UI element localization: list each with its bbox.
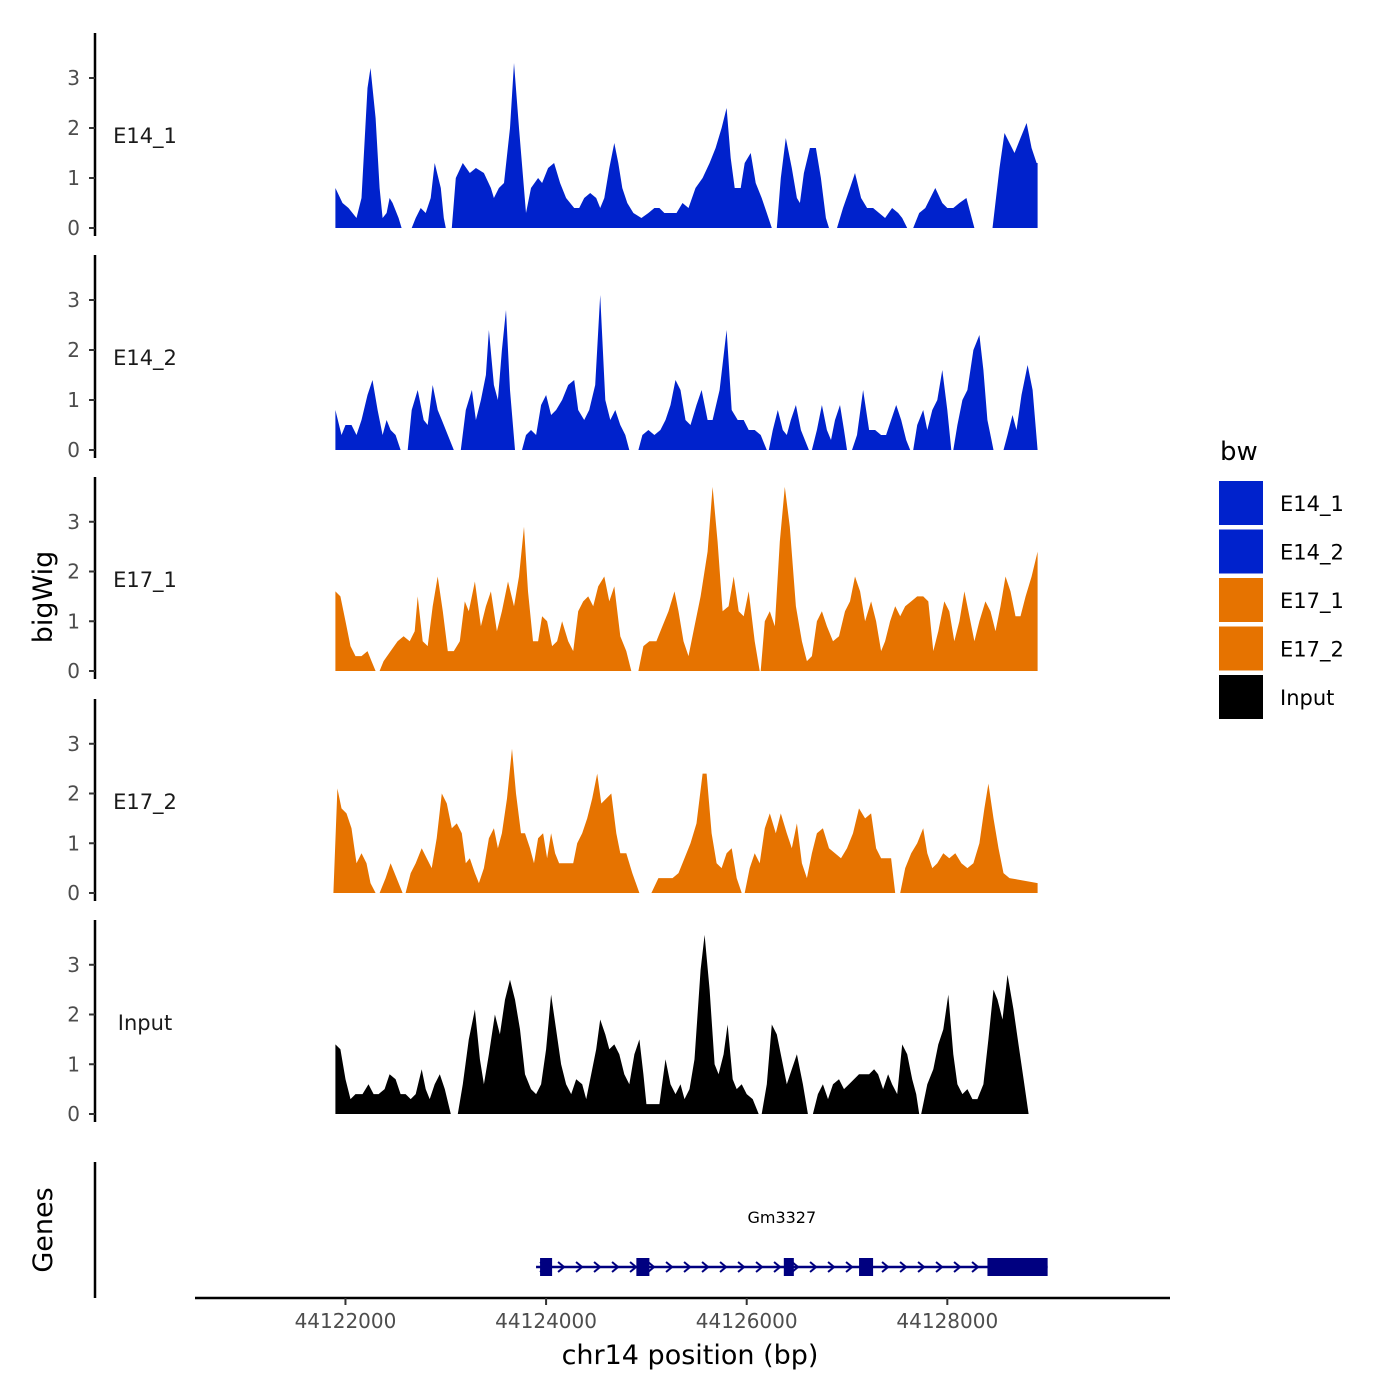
- strand-arrow: [593, 1261, 602, 1273]
- legend-label: E14_1: [1280, 492, 1344, 517]
- y-tick-label: 1: [67, 831, 80, 855]
- x-axis-title: chr14 position (bp): [562, 1340, 819, 1371]
- strand-arrow: [629, 1261, 638, 1273]
- gene-exon: [636, 1258, 650, 1276]
- y-tick-label: 1: [67, 1052, 80, 1076]
- track-e14-2: 0 1 2 3 E14_2: [67, 255, 1038, 462]
- gene-exon: [859, 1258, 874, 1276]
- strand-arrow: [683, 1261, 692, 1273]
- strand-arrow: [701, 1261, 710, 1273]
- y-tick-label: 3: [67, 953, 80, 977]
- strand-arrow: [611, 1261, 620, 1273]
- track-input: 0 1 2 3 Input: [67, 920, 1029, 1126]
- gene-exon: [987, 1258, 1048, 1276]
- y-tick-label: 2: [67, 560, 80, 584]
- legend-swatch-input: [1219, 675, 1263, 719]
- x-tick-label: 44122000: [295, 1309, 397, 1333]
- strand-arrow: [809, 1261, 818, 1273]
- legend: bw E14_1 E14_2 E17_1 E17_2 Input: [1219, 437, 1344, 719]
- y-tick-label: 1: [67, 388, 80, 412]
- legend-label: E17_2: [1280, 638, 1344, 663]
- y-tick-label: 3: [67, 288, 80, 312]
- legend-swatch-e17-2: [1219, 626, 1263, 671]
- track-e17-1: 0 1 2 3 E17_1: [67, 477, 1038, 683]
- track-label: E17_2: [113, 790, 177, 815]
- track-label: E17_1: [113, 568, 177, 593]
- gene-exon: [540, 1258, 553, 1276]
- track-e17-2: 0 1 2 3 E17_2: [67, 699, 1038, 905]
- coverage-area: [335, 295, 1038, 450]
- x-axis: 44122000 44124000 44126000 44128000: [195, 1296, 1170, 1333]
- track-label: E14_1: [113, 124, 177, 149]
- gene-panel: Gm3327: [93, 1162, 1048, 1298]
- strand-arrow: [917, 1261, 926, 1273]
- y-axis-title: bigWig: [28, 551, 59, 644]
- strand-arrow: [935, 1261, 944, 1273]
- y-tick-label: 1: [67, 166, 80, 190]
- coverage-area: [335, 486, 1038, 671]
- genes-axis-title: Genes: [28, 1187, 59, 1272]
- strand-arrow: [953, 1261, 962, 1273]
- gene-exon: [783, 1258, 794, 1276]
- gene-label: Gm3327: [747, 1208, 816, 1227]
- legend-title: bw: [1220, 437, 1258, 467]
- y-tick-label: 1: [67, 609, 80, 633]
- legend-label: E14_2: [1280, 541, 1344, 566]
- strand-arrow: [827, 1261, 836, 1273]
- y-tick-label: 3: [67, 732, 80, 756]
- y-tick-label: 2: [67, 338, 80, 362]
- track-e14-1: 0 1 2 3 E14_1: [67, 33, 1038, 240]
- y-tick-label: 3: [67, 66, 80, 90]
- legend-label: E17_1: [1280, 589, 1344, 614]
- y-tick-label: 0: [67, 216, 80, 240]
- coverage-area: [333, 748, 1038, 893]
- strand-arrow: [845, 1261, 854, 1273]
- strand-arrow: [899, 1261, 908, 1273]
- strand-arrow: [557, 1261, 566, 1273]
- y-tick-label: 2: [67, 1003, 80, 1027]
- y-tick-label: 2: [67, 116, 80, 140]
- strand-arrow: [719, 1261, 728, 1273]
- y-tick-label: 0: [67, 881, 80, 905]
- y-tick-label: 0: [67, 438, 80, 462]
- y-tick-label: 0: [67, 659, 80, 683]
- legend-swatch-e17-1: [1219, 578, 1263, 622]
- track-label: E14_2: [113, 346, 177, 371]
- strand-arrow: [665, 1261, 674, 1273]
- y-tick-label: 2: [67, 782, 80, 806]
- track-label: Input: [118, 1011, 172, 1035]
- y-tick-label: 3: [67, 510, 80, 534]
- strand-arrow: [755, 1261, 764, 1273]
- strand-arrow: [881, 1261, 890, 1273]
- strand-arrow: [647, 1261, 656, 1273]
- legend-swatch-e14-2: [1219, 529, 1263, 574]
- gene-gm3327: Gm3327: [536, 1208, 1048, 1276]
- coverage-area: [335, 934, 1029, 1114]
- strand-arrow: [737, 1261, 746, 1273]
- y-tick-label: 0: [67, 1102, 80, 1126]
- x-tick-label: 44128000: [896, 1309, 998, 1333]
- coverage-area: [335, 63, 1038, 228]
- strand-arrow: [971, 1261, 980, 1273]
- legend-swatch-e14-1: [1219, 481, 1263, 525]
- x-tick-label: 44126000: [696, 1309, 798, 1333]
- coverage-tracks: 0 1 2 3 E14_1 0 1 2 3 E14_2 0 1 2 3 E17_1 0 1 2 3 E17_2 0 1 2 3…: [67, 33, 1038, 1126]
- strand-arrow: [791, 1261, 800, 1273]
- x-tick-label: 44124000: [495, 1309, 597, 1333]
- strand-arrow: [575, 1261, 584, 1273]
- strand-arrow: [773, 1261, 782, 1273]
- legend-label: Input: [1280, 686, 1334, 710]
